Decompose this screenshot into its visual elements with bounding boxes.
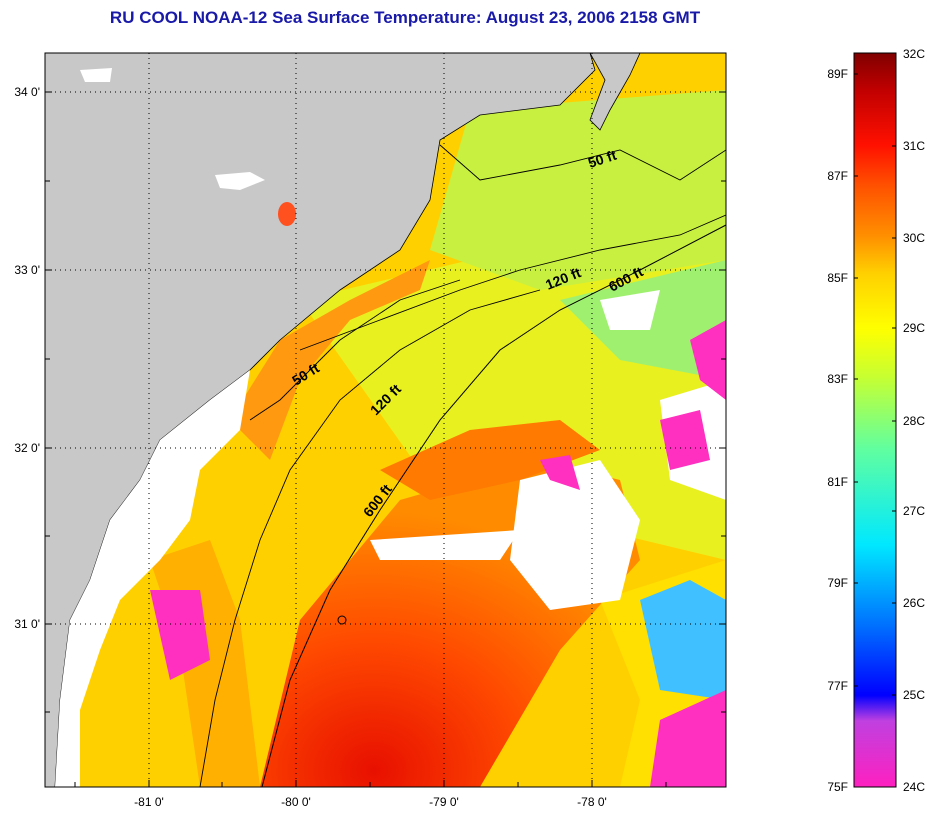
station-marker	[337, 615, 347, 625]
cold-blue-patch	[640, 580, 726, 700]
colorbar	[853, 52, 897, 788]
map-frame	[44, 52, 727, 788]
map-area	[45, 53, 726, 787]
cloud-patch	[370, 530, 520, 560]
lat-label: 33 0'	[14, 263, 40, 277]
colorbar-fahrenheit-label: 79F	[827, 576, 848, 590]
cloud-patch	[510, 460, 640, 610]
colorbar-fahrenheit-label: 75F	[827, 780, 848, 794]
cold-cloud-edge	[150, 590, 210, 680]
lon-label: -79 0'	[429, 795, 459, 809]
northern-shelf-region	[430, 90, 726, 290]
isobath-50ft-south	[249, 279, 461, 421]
colorbar-fahrenheit-label: 89F	[827, 67, 848, 81]
colorbar-celsius-label: 29C	[903, 321, 925, 335]
colorbar-fahrenheit-label: 77F	[827, 679, 848, 693]
axis-ticks	[45, 91, 726, 787]
colorbar-celsius-label: 24C	[903, 780, 925, 794]
lat-label: 34 0'	[14, 85, 40, 99]
cold-cloud-edge	[690, 320, 726, 400]
lat-label: 32 0'	[14, 441, 40, 455]
colorbar-celsius-label: 31C	[903, 139, 925, 153]
lon-label: -80 0'	[281, 795, 311, 809]
page-title: RU COOL NOAA-12 Sea Surface Temperature:…	[109, 8, 701, 27]
colorbar-celsius-label: 27C	[903, 504, 925, 518]
cloud-patch	[600, 290, 660, 330]
colorbar-fahrenheit-label: 85F	[827, 271, 848, 285]
isobath-50ft-north	[439, 144, 726, 181]
lon-label: -78 0'	[577, 795, 607, 809]
colorbar-fahrenheit-label: 81F	[827, 475, 848, 489]
cold-cloud-edge	[660, 410, 710, 470]
colorbar-celsius-label: 32C	[903, 47, 925, 61]
nearshore-warm-band	[230, 260, 430, 460]
cold-cloud-edge	[650, 690, 726, 787]
lon-label: -81 0'	[134, 795, 164, 809]
colorbar-celsius-label: 30C	[903, 231, 925, 245]
colorbar-celsius-label: 25C	[903, 688, 925, 702]
colorbar-fahrenheit-label: 83F	[827, 372, 848, 386]
cold-cloud-edge	[540, 455, 580, 490]
isobath-600ft	[261, 224, 726, 787]
inland-lake	[80, 68, 112, 82]
warm-eddy-region	[380, 420, 600, 500]
inland-lake	[215, 172, 265, 190]
graticule	[45, 53, 726, 787]
inland-lake-warm	[278, 202, 296, 226]
colorbar-fahrenheit-label: 87F	[827, 169, 848, 183]
coastal-cloud	[55, 370, 250, 787]
colorbar-ticks	[854, 73, 896, 696]
colorbar-celsius-label: 28C	[903, 414, 925, 428]
lat-label: 31 0'	[14, 617, 40, 631]
colorbar-celsius-label: 26C	[903, 596, 925, 610]
isobath-120ft-south	[199, 289, 541, 787]
